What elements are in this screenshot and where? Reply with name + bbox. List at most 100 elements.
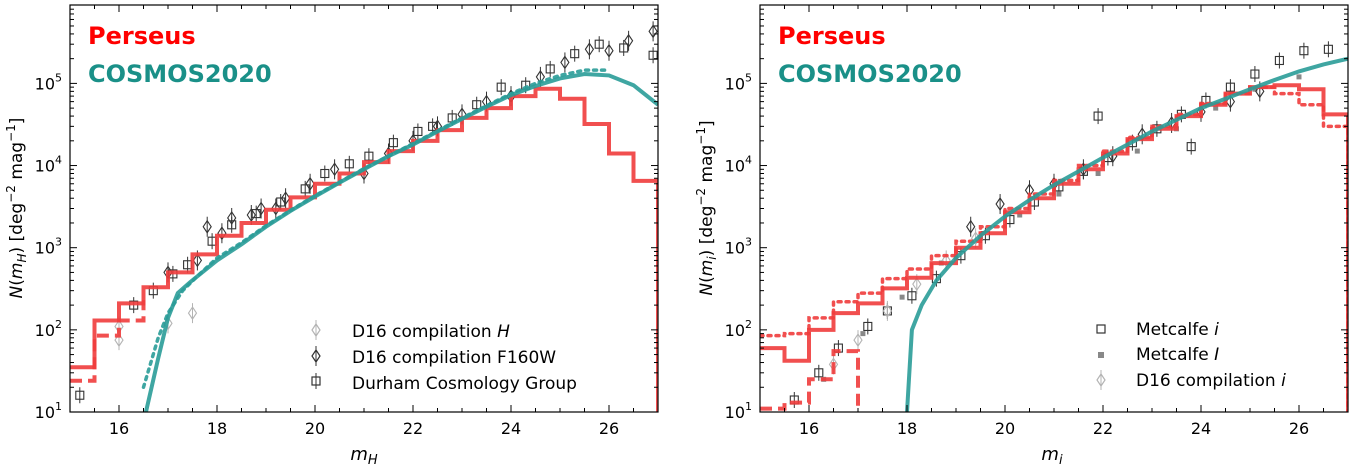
left-y-axis-label: N(mH) [deg−2 mag−1] xyxy=(4,118,29,299)
x-tick-label: 22 xyxy=(403,419,423,438)
x-tick-label: 20 xyxy=(305,419,325,438)
point-metcalfe_I xyxy=(1095,171,1101,177)
right-annotation-perseus: Perseus xyxy=(778,22,886,50)
point-d16_f160w xyxy=(584,42,595,57)
point-d16_f160w xyxy=(192,253,203,268)
y-tick-label: 102 xyxy=(35,318,62,340)
point-d16_f160w xyxy=(604,43,614,58)
point-durham xyxy=(276,197,286,207)
point-d16_f160w xyxy=(305,176,315,191)
point-durham xyxy=(570,49,580,59)
point-metcalfe_i xyxy=(1225,82,1235,92)
legend-label-metcalfe-i: Metcalfe i xyxy=(1136,320,1219,340)
point-metcalfe_i xyxy=(907,291,917,301)
series-1-step-dashed xyxy=(70,300,146,383)
x-tick-label: 18 xyxy=(207,419,227,438)
y-tick-label: 101 xyxy=(35,400,62,422)
point-d16_i_dark xyxy=(995,197,1005,212)
point-metcalfe_i xyxy=(1186,142,1196,152)
x-tick-label: 24 xyxy=(501,419,521,438)
series-2-step-dotted xyxy=(760,85,1348,412)
point-metcalfe_I xyxy=(1296,74,1302,80)
legend-label-d16-f160w: D16 compilation F160W xyxy=(352,348,556,368)
point-d16_f160w xyxy=(280,191,291,206)
right-x-axis-label: mi xyxy=(1041,444,1063,468)
left-annotation-cosmos: COSMOS2020 xyxy=(88,60,272,88)
point-durham xyxy=(75,390,85,400)
point-durham xyxy=(388,138,398,148)
right-legend: Metcalfe i Metcalfe I D16 compilation i xyxy=(1096,320,1286,391)
x-tick-label: 26 xyxy=(1289,419,1309,438)
point-d16_i xyxy=(853,333,863,348)
point-d16_f160w xyxy=(560,55,570,70)
point-d16_i xyxy=(882,303,893,318)
y-tick-label: 103 xyxy=(35,236,62,258)
x-tick-label: 22 xyxy=(1093,419,1113,438)
point-d16_i xyxy=(912,277,922,292)
left-legend: D16 compilation H D16 compilation F160W … xyxy=(311,320,577,394)
series-0-step-solid xyxy=(70,86,658,412)
left-ticks: 16 18 20 22 24 26 101 102 103 104 105 xyxy=(35,4,659,438)
x-tick-label: 24 xyxy=(1191,419,1211,438)
point-metcalfe_I xyxy=(1017,212,1023,218)
point-d16_h xyxy=(114,333,124,348)
y-tick-label: 101 xyxy=(725,400,752,422)
legend-label-durham: Durham Cosmology Group xyxy=(352,374,577,394)
point-d16_i_dark xyxy=(966,219,976,234)
point-metcalfe_i xyxy=(863,321,873,331)
legend-marker-d16-f160w xyxy=(311,346,321,366)
point-durham xyxy=(320,168,330,179)
point-durham xyxy=(594,39,604,49)
y-tick-label: 102 xyxy=(725,318,752,340)
legend-label-d16-h: D16 compilation H xyxy=(352,322,510,342)
point-durham xyxy=(472,100,482,110)
point-d16_f160w xyxy=(329,162,340,177)
x-tick-label: 18 xyxy=(897,419,917,438)
point-durham xyxy=(300,184,310,194)
point-metcalfe_i xyxy=(1323,44,1333,54)
point-d16_f160w xyxy=(202,219,212,234)
point-d16_f160w xyxy=(256,201,266,216)
left-plot-area xyxy=(70,21,658,412)
point-durham xyxy=(227,220,237,230)
y-tick-label: 104 xyxy=(35,154,62,176)
y-tick-label: 103 xyxy=(725,236,752,258)
point-metcalfe_I xyxy=(1056,191,1062,197)
legend-marker-d16-h xyxy=(311,320,321,340)
x-tick-label: 16 xyxy=(109,419,129,438)
legend-label-d16-i: D16 compilation i xyxy=(1136,371,1286,391)
y-tick-label: 104 xyxy=(725,154,752,176)
left-annotation-perseus: Perseus xyxy=(88,22,196,50)
point-durham xyxy=(428,121,438,131)
y-tick-label: 105 xyxy=(35,71,62,93)
right-annotation-cosmos: COSMOS2020 xyxy=(778,60,962,88)
point-durham xyxy=(496,82,506,92)
point-d16_f160w xyxy=(648,24,658,39)
point-durham xyxy=(545,64,555,74)
point-d16_h xyxy=(187,306,198,321)
point-metcalfe_i xyxy=(1093,111,1103,121)
series-1-step-dashed xyxy=(760,349,860,412)
left-panel: 16 18 20 22 24 26 101 102 103 104 105 Perseus COSM… xyxy=(4,4,659,468)
point-durham xyxy=(648,50,658,60)
point-metcalfe_i xyxy=(1250,69,1260,79)
point-d16_f160w xyxy=(623,33,634,48)
right-ticks: 16 18 20 22 24 26 101 102 103 104 105 xyxy=(725,4,1349,438)
x-tick-label: 16 xyxy=(799,419,819,438)
point-d16_i_dark xyxy=(1255,84,1265,99)
point-metcalfe_i xyxy=(814,368,824,378)
point-durham xyxy=(344,159,354,169)
y-tick-label: 105 xyxy=(725,71,752,93)
point-metcalfe_I xyxy=(899,294,905,300)
point-metcalfe_I xyxy=(860,331,866,337)
legend-label-metcalfe-I: Metcalfe I xyxy=(1136,345,1219,365)
point-durham xyxy=(413,126,423,137)
legend-marker-d16-i xyxy=(1096,370,1106,390)
series-0-step-solid xyxy=(760,83,1348,412)
right-panel: 16 18 20 22 24 26 101 102 103 104 105 Perseus COSM… xyxy=(694,4,1349,468)
x-tick-label: 26 xyxy=(599,419,619,438)
legend-marker-metcalfe-i xyxy=(1096,324,1106,334)
point-metcalfe_I xyxy=(1134,148,1140,154)
point-durham xyxy=(251,209,261,219)
